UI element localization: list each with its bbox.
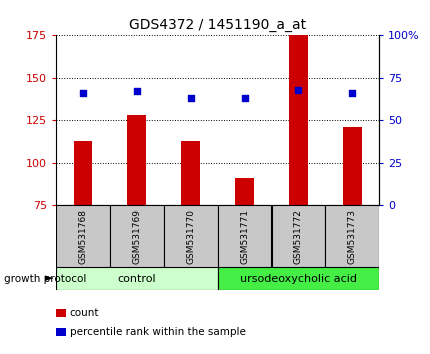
Text: percentile rank within the sample: percentile rank within the sample	[70, 327, 245, 337]
Bar	[235, 178, 253, 205]
FancyBboxPatch shape	[217, 267, 378, 290]
Text: control: control	[117, 274, 156, 284]
Bar	[127, 115, 146, 205]
Text: ►: ►	[45, 274, 54, 284]
Text: GSM531772: GSM531772	[293, 209, 302, 264]
Text: ursodeoxycholic acid: ursodeoxycholic acid	[240, 274, 356, 284]
Bar	[181, 141, 200, 205]
Bar	[342, 127, 361, 205]
Point	[294, 87, 301, 93]
FancyBboxPatch shape	[271, 205, 325, 267]
Point	[133, 88, 140, 94]
FancyBboxPatch shape	[217, 205, 271, 267]
Text: GSM531769: GSM531769	[132, 209, 141, 264]
FancyBboxPatch shape	[110, 205, 163, 267]
Text: GSM531771: GSM531771	[240, 209, 249, 264]
FancyBboxPatch shape	[56, 267, 217, 290]
FancyBboxPatch shape	[56, 205, 110, 267]
Bar	[289, 35, 307, 205]
Point	[80, 90, 86, 96]
Text: GSM531773: GSM531773	[347, 209, 356, 264]
Bar	[74, 141, 92, 205]
Text: growth protocol: growth protocol	[4, 274, 86, 284]
FancyBboxPatch shape	[325, 205, 378, 267]
Point	[187, 96, 194, 101]
Point	[241, 96, 248, 101]
Text: GSM531770: GSM531770	[186, 209, 195, 264]
Title: GDS4372 / 1451190_a_at: GDS4372 / 1451190_a_at	[129, 18, 305, 32]
Text: count: count	[70, 308, 99, 318]
FancyBboxPatch shape	[163, 205, 217, 267]
Point	[348, 90, 355, 96]
Text: GSM531768: GSM531768	[78, 209, 87, 264]
